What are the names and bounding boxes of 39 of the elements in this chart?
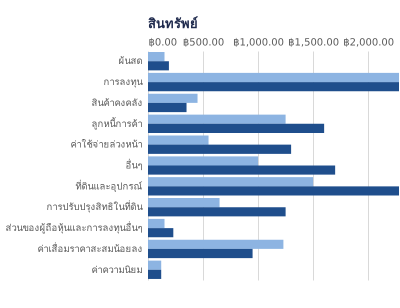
x-tick-label: ฿0.00 <box>148 38 178 48</box>
y-tick-label: การลงทุน <box>104 77 144 88</box>
bar <box>148 144 292 154</box>
bar <box>148 207 286 216</box>
x-tick-label: ฿1,500.00 <box>288 38 340 48</box>
bar <box>148 218 165 228</box>
x-tick-label: ฿2,000.00 <box>343 38 394 48</box>
bar <box>148 166 336 175</box>
bar <box>148 198 220 208</box>
bar <box>148 72 399 82</box>
bar <box>148 61 169 70</box>
y-tick-label: สินค้าคงคลัง <box>92 98 142 109</box>
bar <box>148 186 399 196</box>
bar <box>148 228 174 238</box>
y-tick-label: ค่าความนิยม <box>92 264 142 276</box>
chart-title: สินทรัพย์ <box>148 16 198 32</box>
bar <box>148 52 165 62</box>
x-tick-label: ฿1,000.00 <box>233 38 284 48</box>
bar <box>148 94 198 103</box>
y-tick-label: ลูกหนี้การค้า <box>92 116 142 130</box>
bar <box>148 156 258 166</box>
y-tick-label: ส่วนของผู้ถือหุ้นและการลงทุนอื่นๆ <box>6 221 142 234</box>
y-tick-label: อื่นๆ <box>126 158 142 172</box>
y-tick-label: ที่ดินและอุปกรณ์ <box>76 179 142 192</box>
bar <box>148 114 286 124</box>
bar <box>148 135 209 145</box>
bar <box>148 260 162 270</box>
y-tick-label: การปรับปรุงสิทธิในที่ดิน <box>46 200 144 214</box>
bar <box>148 177 314 186</box>
bar <box>148 270 162 279</box>
y-tick-label: ค่าเสื่อมราคาสะสมน้อยลง <box>38 242 142 255</box>
y-tick-label: ผ้นสด <box>118 56 142 68</box>
bar <box>148 82 399 92</box>
bar <box>148 248 253 258</box>
bar <box>148 124 324 133</box>
bar <box>148 102 187 112</box>
x-tick-label: ฿500.00 <box>182 38 224 48</box>
y-tick-label: ค่าใช้จ่ายล่วงหน้า <box>70 138 142 151</box>
bar <box>148 240 284 249</box>
